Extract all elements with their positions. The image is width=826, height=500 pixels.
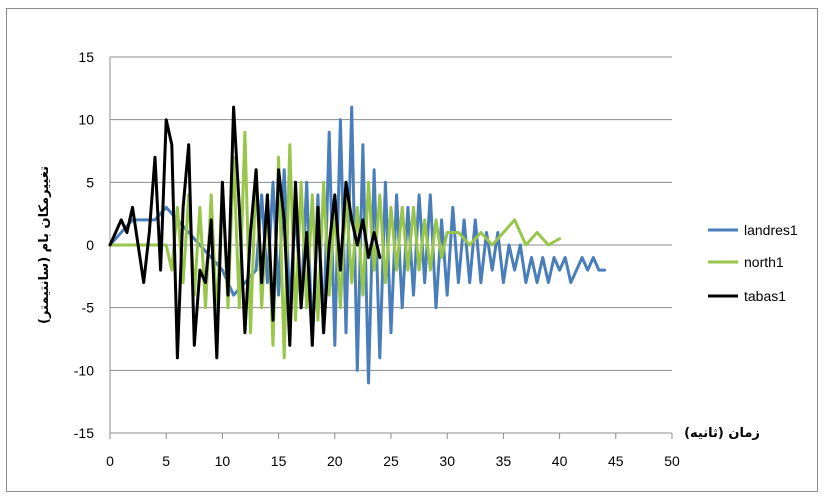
x-tick-label-3: 15 [271, 453, 287, 469]
x-axis-label: زمان (ثانیه) [684, 426, 760, 441]
y-tick-label-2: 5 [86, 174, 94, 190]
gridlines [110, 56, 672, 434]
series-line-tabas1 [108, 105, 382, 360]
y-tick-label-5: -10 [74, 362, 94, 378]
x-tick-label-9: 45 [608, 453, 624, 469]
x-tick-label-0: 0 [106, 453, 114, 469]
plot-area [108, 105, 607, 385]
legend-label-tabas1: tabas1 [744, 288, 786, 304]
x-tick-label-6: 30 [439, 453, 455, 469]
axes [109, 57, 673, 439]
y-tick-label-0: 15 [78, 49, 94, 65]
x-tick-label-4: 20 [327, 453, 343, 469]
legend-label-north1: north1 [744, 254, 784, 270]
y-tick-label-1: 10 [78, 112, 94, 128]
legend: landres1 north1 tabas1 [708, 222, 798, 304]
x-tick-label-8: 40 [552, 453, 568, 469]
y-axis-label: تغییرمکان بام (سانتیمتر) [37, 166, 52, 324]
series-line-landres1 [108, 105, 607, 385]
y-tick-label-3: 0 [86, 237, 94, 253]
x-tick-label-7: 35 [496, 453, 512, 469]
x-tick-label-2: 10 [215, 453, 231, 469]
x-tick-label-5: 25 [383, 453, 399, 469]
y-tick-label-4: -5 [82, 300, 95, 316]
x-tick-label-10: 50 [664, 453, 680, 469]
y-tick-label-6: -15 [74, 425, 94, 441]
x-tick-label-1: 5 [162, 453, 170, 469]
legend-label-landres1: landres1 [744, 222, 798, 238]
